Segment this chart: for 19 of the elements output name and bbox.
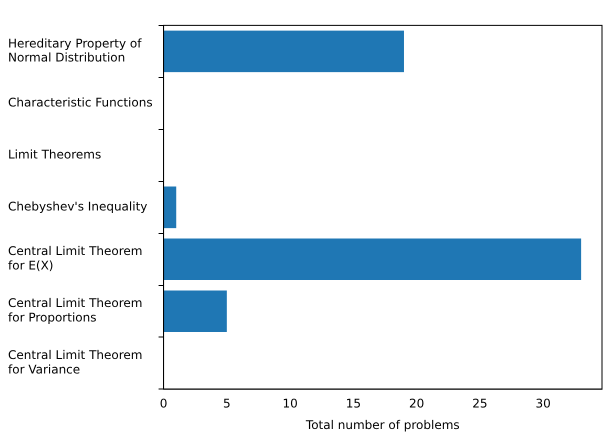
bar — [164, 30, 404, 72]
x-tick-label: 15 — [346, 396, 362, 411]
x-tick-label: 0 — [160, 396, 168, 411]
y-tick-label: Central Limit Theorem for Proportions — [8, 296, 142, 325]
x-tick-label: 30 — [536, 396, 551, 411]
y-tick-label: Hereditary Property of Normal Distribution — [8, 36, 142, 65]
bar — [164, 186, 176, 228]
x-tick-label: 5 — [223, 396, 231, 411]
bar — [164, 238, 582, 280]
bar — [164, 290, 227, 332]
y-tick-label: Characteristic Functions — [8, 95, 153, 110]
y-tick-label: Chebyshev's Inequality — [8, 199, 148, 214]
y-tick-label: Central Limit Theorem for E(X) — [8, 244, 142, 273]
x-tick-label: 20 — [408, 396, 424, 411]
x-axis-title: Total number of problems — [304, 418, 460, 432]
x-tick-label: 10 — [282, 396, 298, 411]
x-tick-label: 25 — [472, 396, 488, 411]
y-tick-label: Central Limit Theorem for Variance — [8, 348, 142, 377]
y-tick-label: Limit Theorems — [8, 147, 102, 162]
